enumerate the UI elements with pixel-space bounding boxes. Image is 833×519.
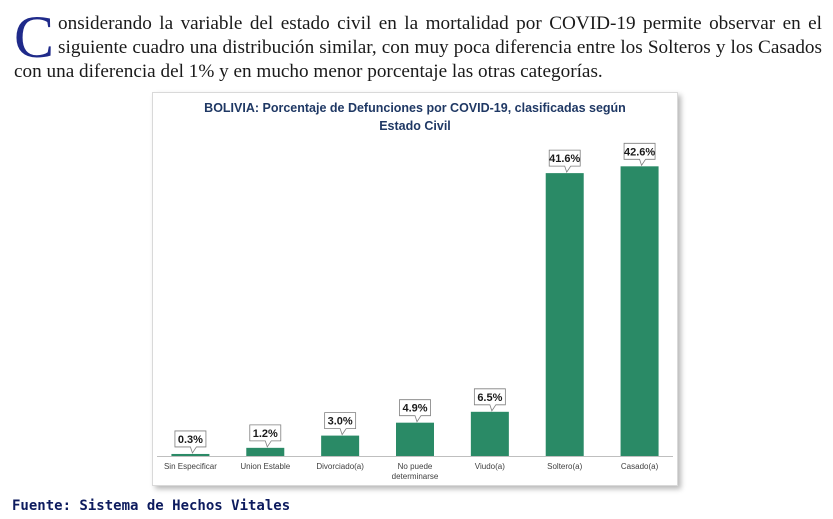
data-label-box-1 (174, 430, 207, 454)
data-label-box-4 (399, 399, 431, 423)
data-label-6: 41.6% (548, 149, 581, 174)
data-label-text-1: 0.3% (178, 434, 203, 446)
data-label-text-2: 1.2% (253, 428, 278, 440)
intro-text: onsiderando la variable del estado civil… (14, 13, 822, 82)
category-label-7: Casado(a) (621, 462, 659, 471)
category-label-2: Union Estable (240, 462, 290, 471)
category-label-3: Divorciado(a) (316, 462, 364, 471)
data-label-box-6 (548, 149, 581, 174)
bar-6 (545, 173, 584, 456)
data-label-text-3: 3.0% (328, 416, 353, 428)
bar-7 (620, 166, 659, 456)
data-label-4: 4.9% (399, 399, 431, 423)
source-note: Fuente: Sistema de Hechos Vitales (12, 498, 291, 514)
chart-title: BOLIVIA: Porcentaje de Defunciones por C… (153, 99, 677, 135)
bar-4 (396, 422, 434, 456)
category-label-4-line-1: No puede (398, 462, 433, 471)
data-label-box-7 (623, 142, 656, 167)
data-label-text-7: 42.6% (624, 146, 655, 158)
data-label-text-5: 6.5% (477, 392, 502, 404)
bar-chart: 0.3% Sin Especificar 1.2% Union Estable 3.0%… (157, 142, 673, 481)
data-label-box-3 (324, 412, 357, 436)
category-label-1: Sin Especificar (164, 462, 217, 471)
bar-1 (171, 453, 210, 456)
data-label-1: 0.3% (174, 430, 207, 454)
chart-title-line-2: Estado Civil (379, 119, 451, 133)
chart-card: BOLIVIA: Porcentaje de Defunciones por C… (152, 92, 678, 486)
category-label-6: Soltero(a) (547, 462, 582, 471)
data-label-7: 42.6% (623, 142, 656, 167)
data-label-2: 1.2% (249, 424, 282, 448)
data-label-box-2 (249, 424, 282, 448)
data-label-text-6: 41.6% (549, 153, 580, 165)
bar-3 (321, 435, 360, 456)
data-label-text-4: 4.9% (402, 403, 427, 415)
data-label-box-5 (473, 388, 506, 412)
category-label-5: Viudo(a) (475, 462, 505, 471)
drop-cap: C (14, 4, 55, 70)
chart-title-line-1: BOLIVIA: Porcentaje de Defunciones por C… (204, 101, 626, 115)
bar-5 (470, 411, 509, 456)
category-label-4-line-2: determinarse (392, 472, 439, 481)
bar-2 (246, 447, 285, 456)
data-label-5: 6.5% (473, 388, 506, 412)
data-label-3: 3.0% (324, 412, 357, 436)
